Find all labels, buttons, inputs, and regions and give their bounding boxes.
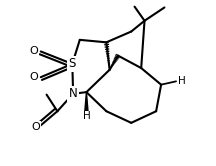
Text: O: O — [29, 72, 38, 82]
Text: H: H — [178, 76, 186, 86]
Polygon shape — [84, 92, 88, 116]
Text: H: H — [83, 111, 90, 121]
Text: O: O — [29, 46, 38, 56]
Text: O: O — [31, 122, 40, 132]
Text: S: S — [69, 57, 76, 70]
Text: N: N — [69, 87, 78, 100]
